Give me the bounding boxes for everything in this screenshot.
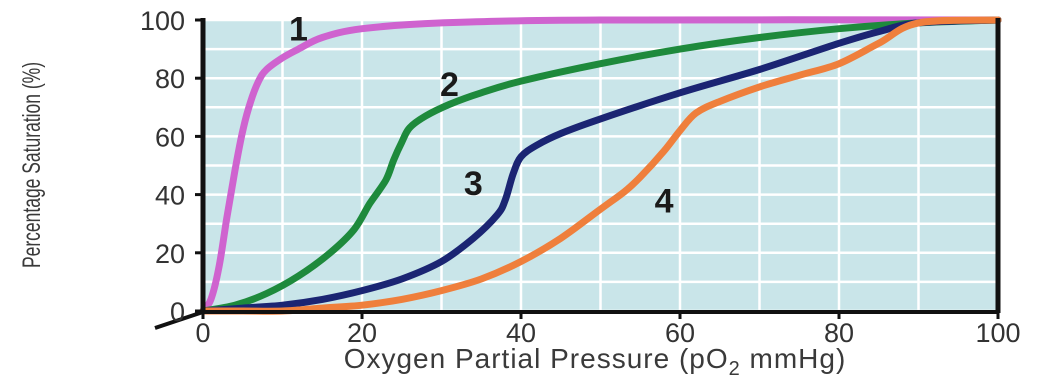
curve-3 [199,16,1002,315]
x-axis-title: Oxygen Partial Pressure (pO2 mmHg) [344,343,847,380]
x-tick-label: 60 [665,318,695,348]
curve-3-label: 3 [464,165,483,203]
x-tick-label: 40 [506,318,536,348]
y-axis-title: Percentage Saturation (%) [17,62,46,268]
x-axis-title-unit: mmHg) [741,343,847,374]
x-tick-label: 80 [824,318,854,348]
x-axis-title-main: Oxygen Partial Pressure (pO [344,343,729,374]
y-tick-label: 60 [155,122,185,152]
curve-4-label: 4 [655,182,674,220]
x-tick-label: 20 [347,318,377,348]
y-tick-label: 100 [140,6,185,36]
curve-4 [199,16,1002,315]
curve-2-label: 2 [440,66,459,104]
curve-1 [199,16,1002,315]
x-tick-label: 0 [195,318,210,348]
x-tick-label: 100 [975,318,1020,348]
curve-2 [199,16,1002,315]
y-tick-label: 0 [170,297,185,327]
curve-1-label: 1 [289,11,308,49]
y-tick-label: 20 [155,239,185,269]
x-axis-title-subscript: 2 [729,358,741,380]
y-tick-label: 40 [155,181,185,211]
y-tick-label: 80 [155,64,185,94]
